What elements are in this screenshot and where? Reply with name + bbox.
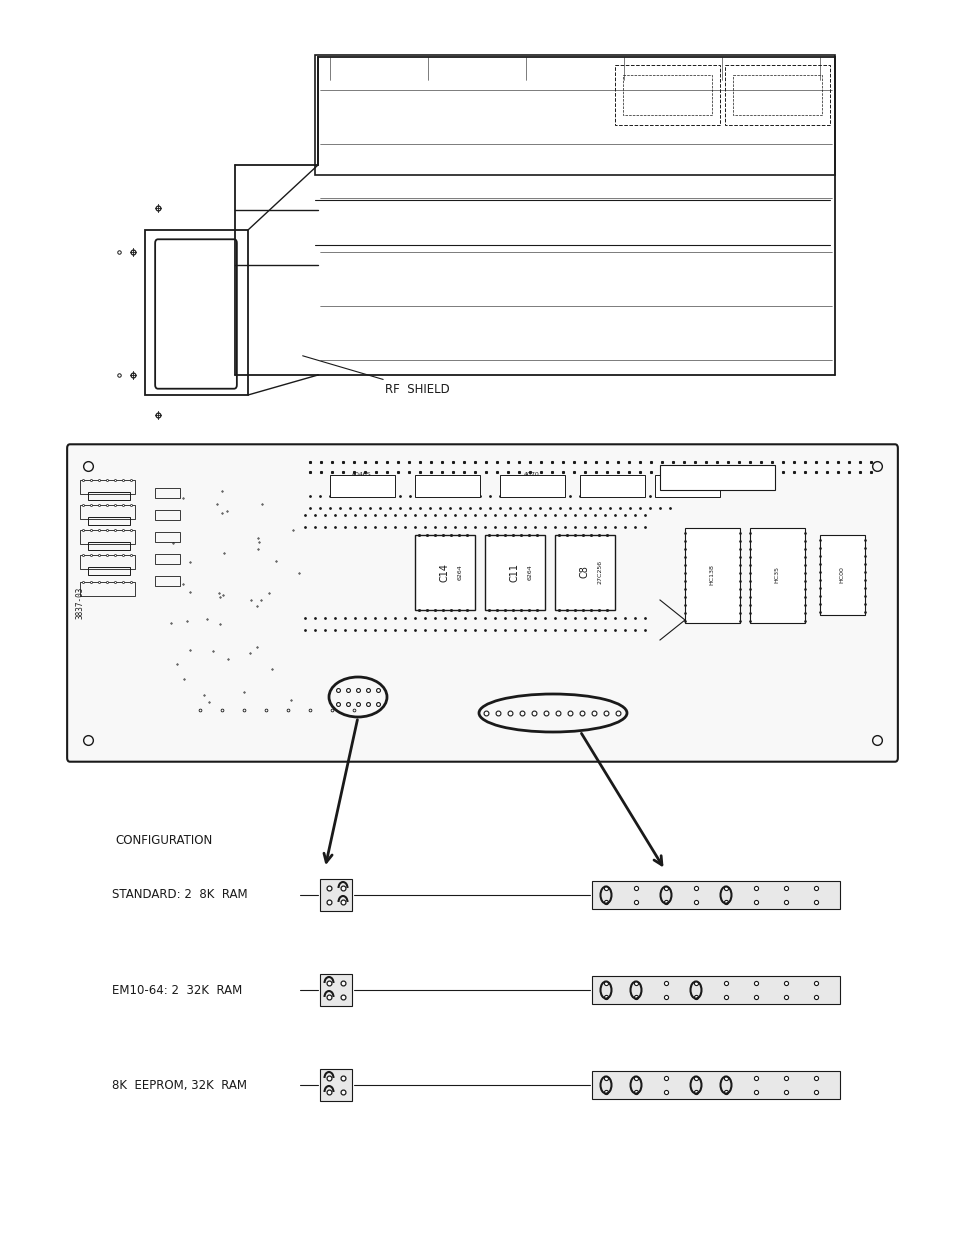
FancyBboxPatch shape [67,445,897,762]
Bar [655,475,720,496]
Bar [88,517,130,525]
Bar [659,466,774,490]
Bar [592,881,840,909]
Bar [80,480,135,494]
Text: C14: C14 [439,562,450,582]
Bar [154,510,180,520]
Bar [80,555,135,569]
Bar [154,576,180,585]
Bar [154,488,180,498]
Bar [592,1071,840,1099]
Text: C8: C8 [579,566,589,578]
Text: HC35: HC35 [774,567,779,583]
Text: HC138: HC138 [709,564,714,585]
Bar [88,567,130,576]
Text: STANDARD: 2  8K  RAM: STANDARD: 2 8K RAM [112,888,248,902]
Bar [592,976,840,1004]
Bar [319,1070,352,1100]
Bar [319,974,352,1007]
Bar [484,535,544,610]
Bar [415,535,475,610]
Bar [154,555,180,564]
Bar [88,542,130,550]
Text: 4070: 4070 [523,473,539,478]
Bar [555,535,615,610]
Bar [499,475,564,496]
Text: 4046S: 4046S [352,473,372,478]
Bar [80,505,135,519]
Bar [820,535,864,615]
Bar [684,529,740,622]
Bar [579,475,644,496]
Text: EM10-64: 2  32K  RAM: EM10-64: 2 32K RAM [112,983,242,997]
Bar [415,475,479,496]
Bar [319,879,352,911]
Bar [749,529,804,622]
Text: RF  SHIELD: RF SHIELD [302,356,449,396]
Text: 6264: 6264 [527,564,532,580]
Text: 6264: 6264 [457,564,462,580]
Text: 27C256: 27C256 [597,559,602,584]
Bar [154,532,180,542]
Bar [80,582,135,597]
Text: C11: C11 [510,562,519,582]
Text: CONFIGURATION: CONFIGURATION [115,834,212,846]
Text: 8K  EEPROM, 32K  RAM: 8K EEPROM, 32K RAM [112,1078,247,1092]
Bar [80,530,135,543]
Bar [88,492,130,500]
Text: HC00: HC00 [839,567,843,583]
Bar [330,475,395,496]
Text: 3837-03: 3837-03 [75,587,85,619]
